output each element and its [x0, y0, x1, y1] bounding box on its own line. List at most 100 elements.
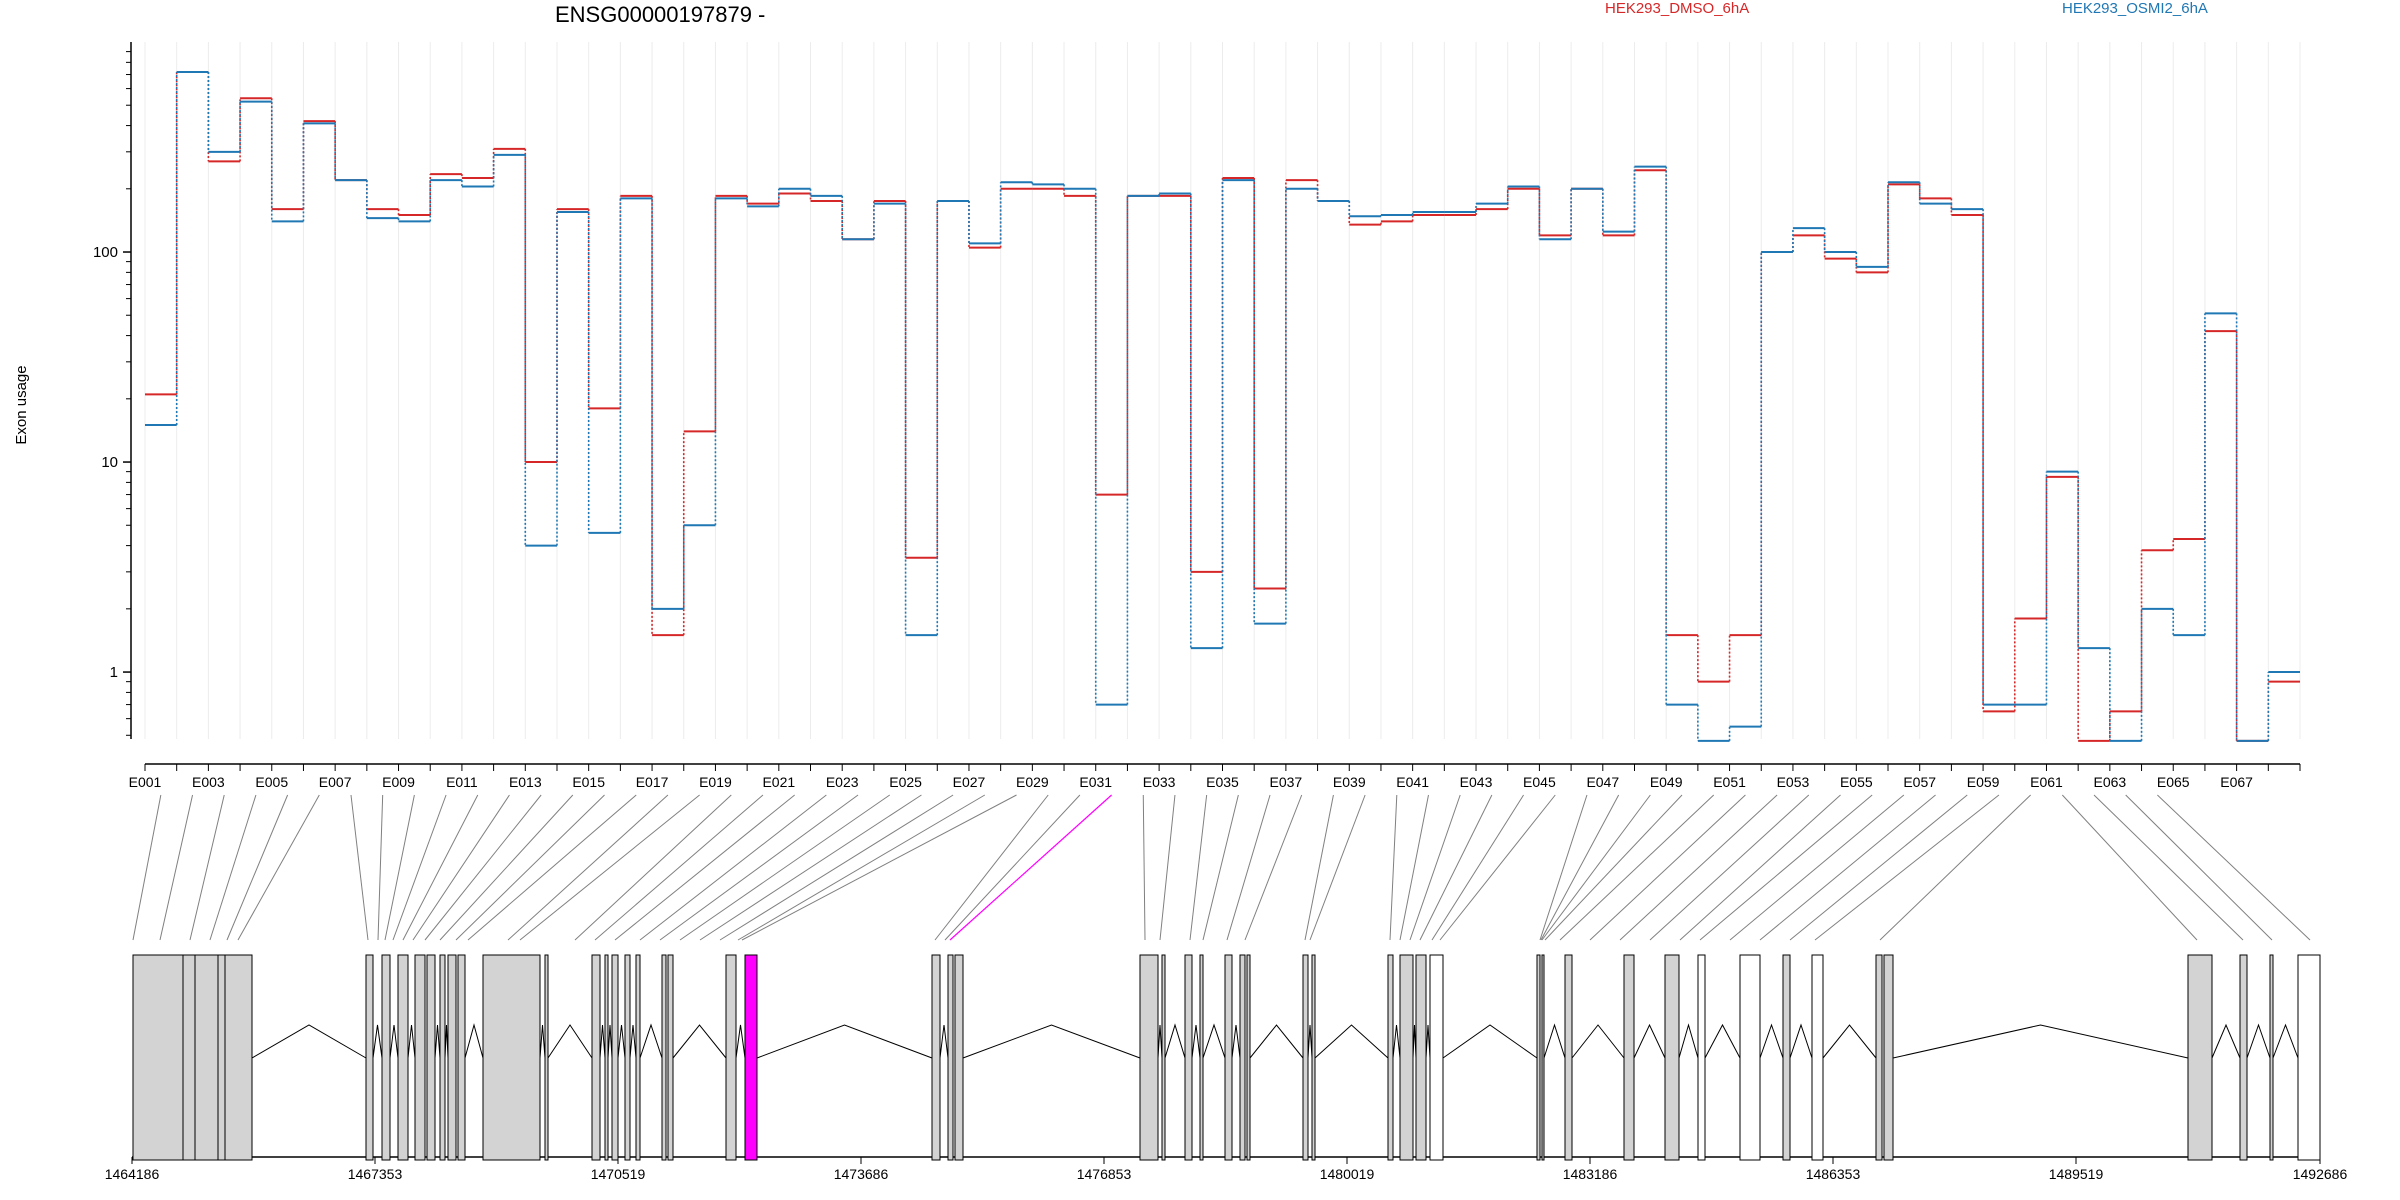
x-tick-label: E063: [2094, 774, 2127, 790]
x-tick-label: E031: [1079, 774, 1112, 790]
intron-line: [1759, 1023, 1784, 1059]
intron-line: [1442, 1024, 1538, 1059]
connector: [455, 794, 605, 941]
connector: [1159, 794, 1176, 941]
connector: [519, 794, 700, 941]
connector: [639, 794, 827, 941]
x-tick-label: E015: [572, 774, 605, 790]
connector: [1202, 794, 1239, 941]
chart-title: ENSG00000197879 -: [555, 2, 765, 27]
intron-line: [629, 1024, 637, 1059]
genome-coordinate-label: 1476853: [1077, 1166, 1132, 1182]
genome-coordinate-label: 1473686: [834, 1166, 889, 1182]
x-tick-label: E047: [1586, 774, 1619, 790]
intron-line: [1314, 1024, 1389, 1059]
exon-box: [439, 954, 446, 1161]
exon-box: [1184, 954, 1193, 1161]
exon-box: [217, 954, 226, 1161]
connector: [507, 794, 669, 941]
y-axis: 1 10 100: [93, 42, 132, 739]
connector: [132, 794, 162, 941]
x-tick-label: E041: [1396, 774, 1429, 790]
x-tick-label: E019: [699, 774, 732, 790]
connector: [1189, 794, 1208, 941]
intron-line: [372, 1024, 383, 1059]
exon-box: [725, 954, 737, 1161]
exon-box: [414, 954, 426, 1161]
genome-coordinate-label: 1464186: [105, 1166, 160, 1182]
x-tick-label: E065: [2157, 774, 2190, 790]
x-tick-label: E057: [1903, 774, 1936, 790]
legend-entry-osmi2: HEK293_OSMI2_6hA: [2062, 0, 2208, 17]
intron-line: [607, 1024, 613, 1059]
exon-box: [1399, 954, 1414, 1161]
series-osmi2: [145, 70, 2300, 742]
connector: [1759, 794, 1936, 941]
connector: [1814, 794, 2000, 941]
intron-line: [639, 1023, 663, 1059]
exon-box: [1739, 954, 1761, 1161]
connector: [412, 794, 510, 941]
exon-box: [2239, 954, 2248, 1161]
genome-coordinate-label: 1486353: [1806, 1166, 1861, 1182]
intron-line: [2272, 1023, 2299, 1059]
connector: [1589, 794, 1746, 941]
connector: [679, 794, 891, 941]
intron-line: [1789, 1023, 1813, 1059]
intron-line: [1392, 1024, 1401, 1059]
connector: [594, 794, 764, 941]
x-tick-label: E033: [1143, 774, 1176, 790]
exon-box: [1302, 954, 1309, 1161]
exon-box: [1311, 954, 1316, 1161]
connector: [1439, 794, 1556, 941]
exon-box: [1429, 954, 1444, 1161]
connector: [350, 794, 369, 941]
connector: [392, 794, 447, 941]
connector: [1559, 794, 1715, 941]
connector: [467, 794, 637, 941]
exon-box: [1697, 954, 1706, 1161]
x-tick-label: E049: [1650, 774, 1683, 790]
x-tick-label: E025: [889, 774, 922, 790]
connector: [1389, 794, 1398, 941]
intron-line: [407, 1024, 416, 1059]
x-tick-label: E039: [1333, 774, 1366, 790]
connector: [226, 794, 289, 941]
exon-box: [544, 954, 549, 1161]
series-lines: [145, 70, 2300, 742]
exon-box: [1541, 954, 1545, 1161]
x-tick-label: E043: [1460, 774, 1493, 790]
connector: [1142, 794, 1146, 941]
exon-box: [604, 954, 609, 1161]
exon-box: [591, 954, 601, 1161]
intron-line: [2211, 1023, 2241, 1059]
exon-box: [1139, 954, 1159, 1161]
intron-line: [672, 1024, 727, 1059]
intron-line: [1571, 1024, 1625, 1059]
exon-box: [667, 954, 674, 1161]
connector: [1399, 794, 1429, 941]
exon-box: [1246, 954, 1251, 1161]
connector: [377, 794, 384, 941]
exon-box: [1536, 954, 1541, 1161]
x-tick-label: E027: [953, 774, 986, 790]
exon-box: [1811, 954, 1824, 1161]
exon-box: [2187, 954, 2213, 1161]
exon-box: [1387, 954, 1394, 1161]
connector: [1699, 794, 1873, 941]
legend-entry-dmso: HEK293_DMSO_6hA: [1605, 0, 1749, 17]
gene-model: 1464186 1467353 1470519 1473686 1476853 14800…: [105, 954, 2347, 1182]
connector: [934, 794, 1049, 941]
x-tick-label: E037: [1270, 774, 1303, 790]
exon-box: [365, 954, 374, 1161]
intron-line: [2246, 1023, 2271, 1059]
x-tick-label: E005: [255, 774, 288, 790]
x-tick-label: E061: [2030, 774, 2063, 790]
y-tick-label: 10: [101, 454, 118, 471]
connector: [1539, 794, 1588, 941]
x-tick-label: E013: [509, 774, 542, 790]
genome-coordinate-label: 1483186: [1563, 1166, 1618, 1182]
exon-box: [447, 954, 457, 1161]
exon-box: [194, 954, 219, 1161]
